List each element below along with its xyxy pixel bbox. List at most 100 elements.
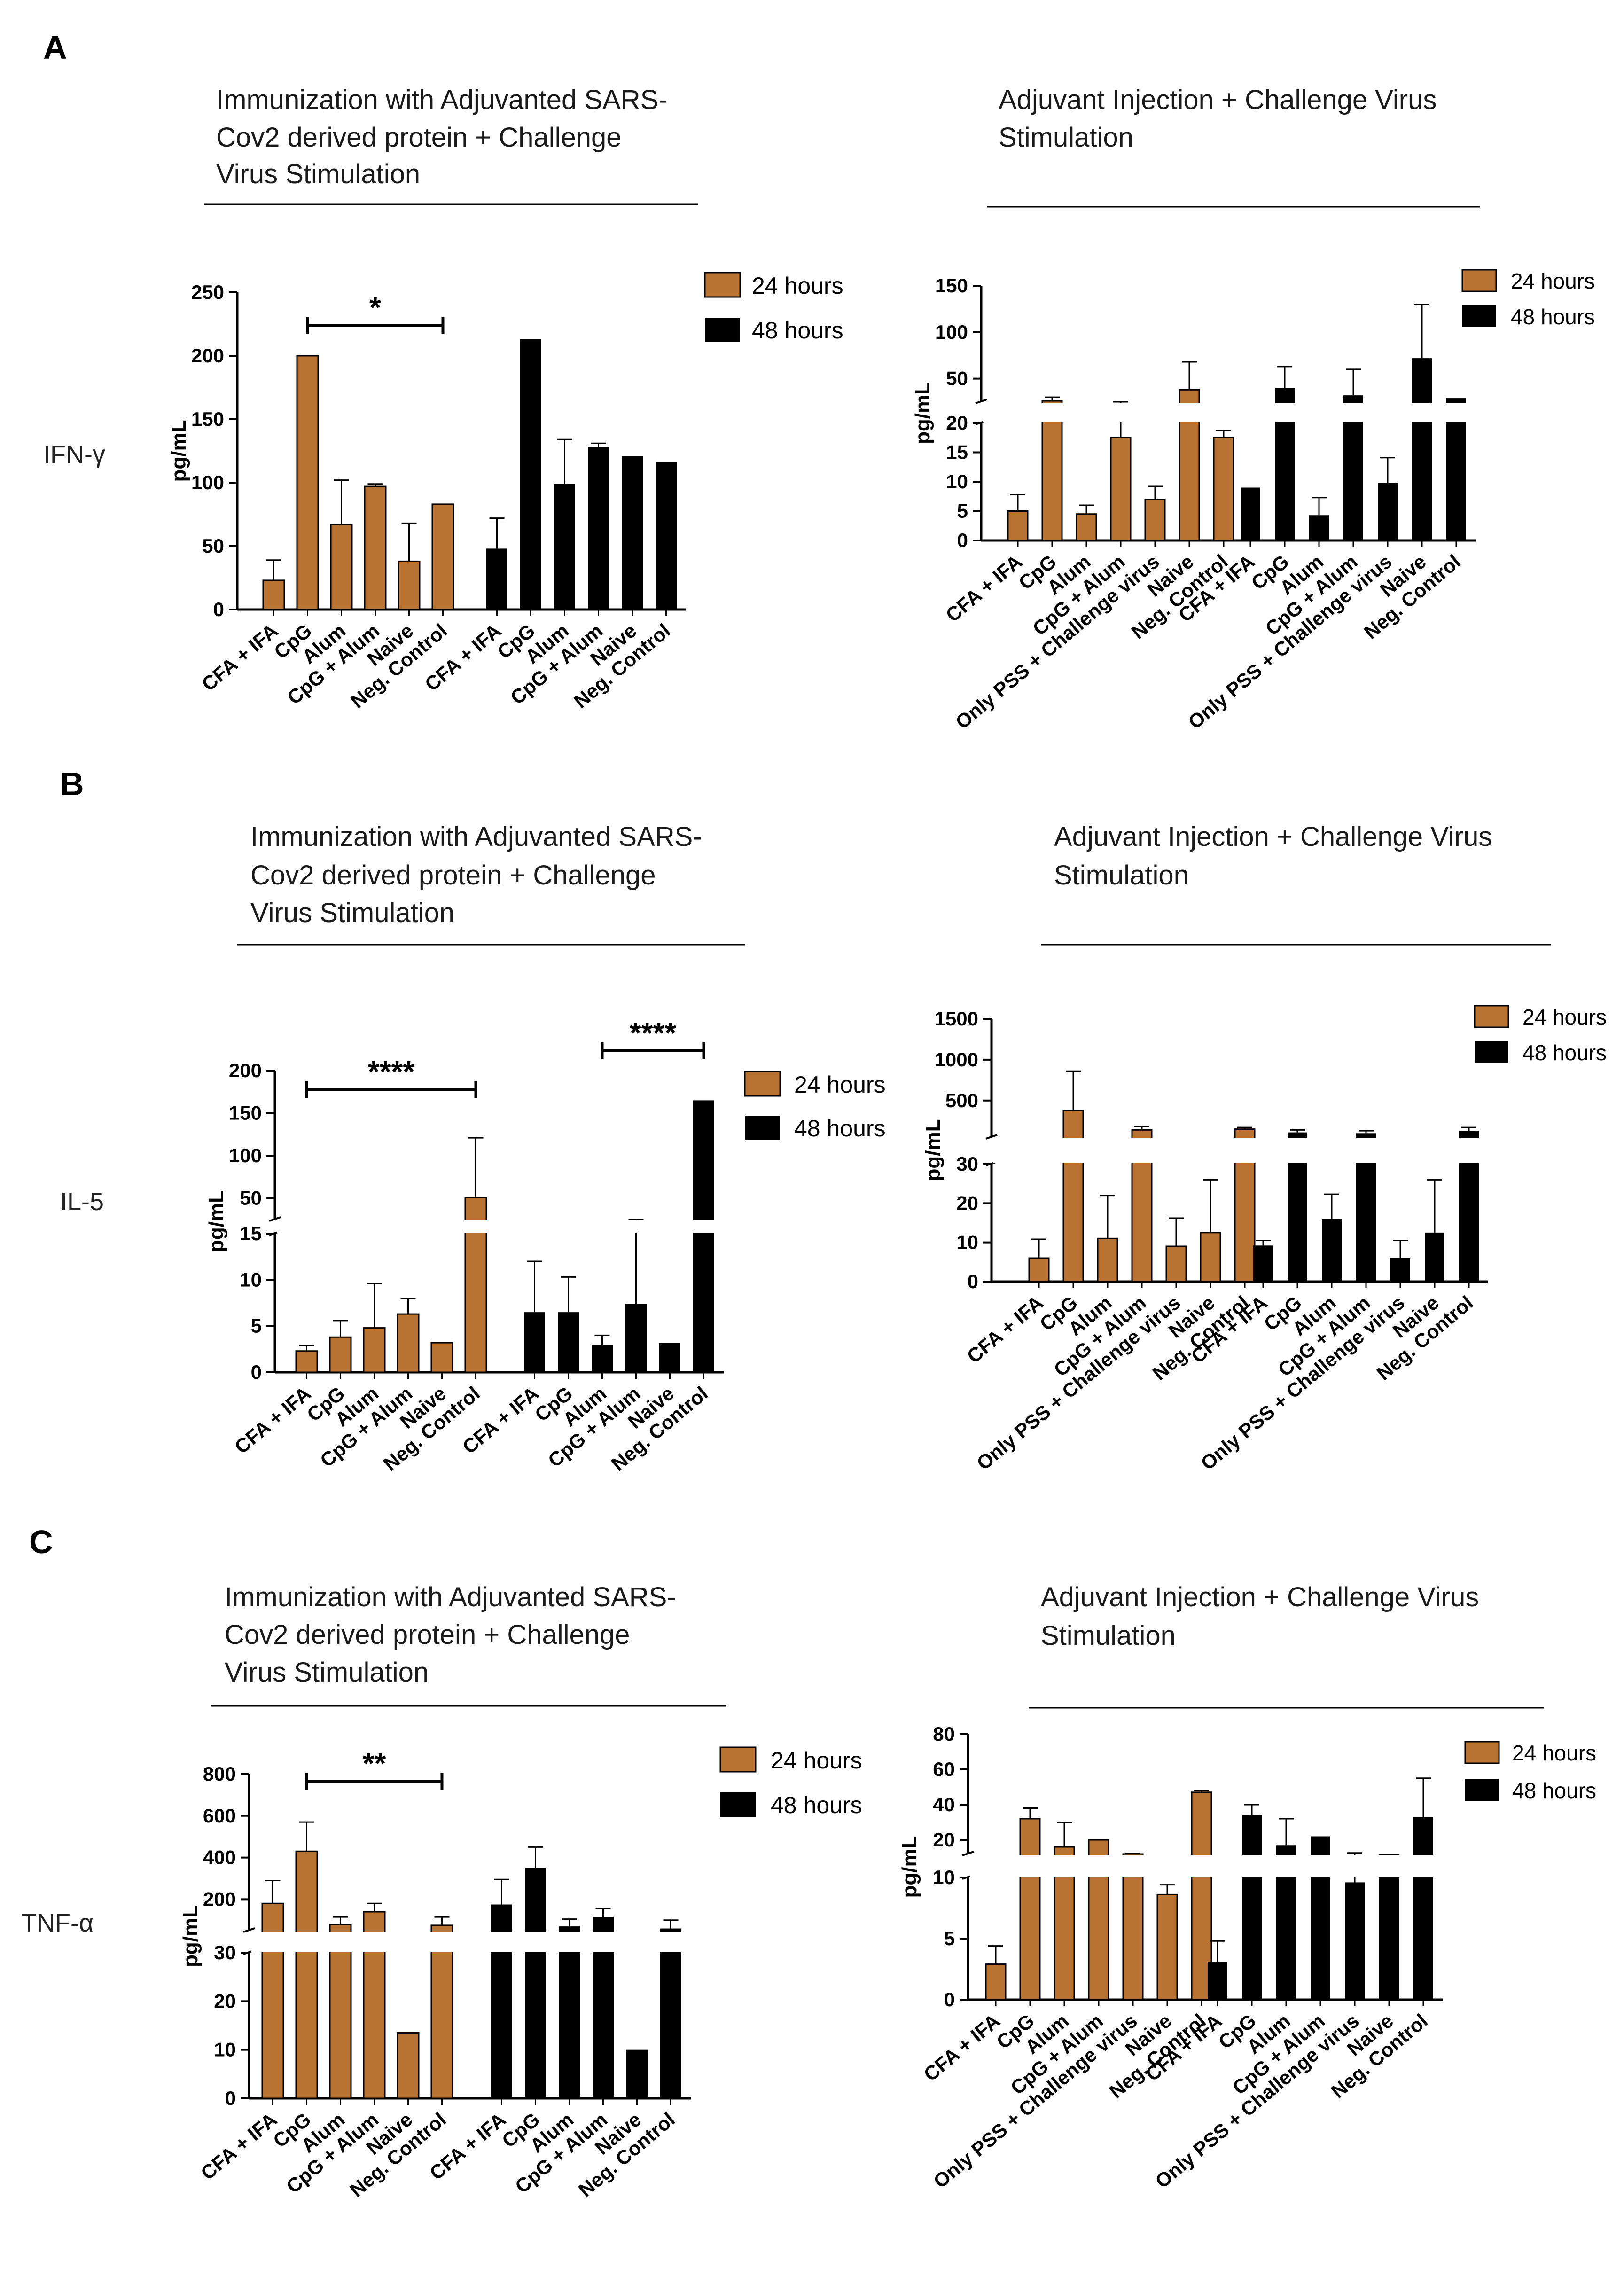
a-right-bar-24h bbox=[1076, 513, 1097, 541]
c-right-bar-24h bbox=[1019, 1818, 1041, 2001]
a-left-bar-24h bbox=[296, 355, 319, 610]
b-right-bar-24h bbox=[1028, 1257, 1050, 1283]
a-right-y-tick-label: 15 bbox=[946, 441, 968, 463]
row-label-il-5: IL-5 bbox=[60, 1188, 104, 1216]
a-left-bar-24h bbox=[398, 560, 421, 610]
c-right-bar-48h bbox=[1345, 1882, 1365, 2000]
panel-letter-b: B bbox=[60, 766, 84, 802]
a-right-bar-24h bbox=[1213, 437, 1234, 541]
b-left-axis-break-mark bbox=[269, 1216, 281, 1222]
b-left-bar-48h bbox=[524, 1312, 545, 1372]
a-left-y-tick-label: 0 bbox=[213, 598, 224, 620]
a-left-bar-48h bbox=[588, 447, 609, 610]
b-left-bar-24h bbox=[295, 1350, 318, 1373]
b-right-y-tick-label: 10 bbox=[956, 1231, 978, 1253]
a-left-bar-24h bbox=[330, 524, 353, 610]
b-right-bar-48h bbox=[1390, 1258, 1410, 1282]
a-left-bar-48h bbox=[554, 484, 575, 610]
c-left-bar-24h bbox=[295, 1850, 318, 2099]
c-right-bar-24h bbox=[1156, 1893, 1178, 2001]
c-left-y-tick-label: 20 bbox=[214, 1990, 236, 2012]
c-left-y-axis-label: pg/mL bbox=[179, 1905, 202, 1967]
legend-b-left-swatch-24h bbox=[744, 1071, 781, 1097]
b-left-x-tick-label: CFA + IFA bbox=[230, 1382, 315, 1458]
panel-a-left-title-line-2: Cov2 derived protein + Challenge bbox=[216, 122, 622, 153]
b-left-y-tick-label: 50 bbox=[240, 1187, 262, 1209]
b-left-y-axis-label: pg/mL bbox=[205, 1190, 228, 1252]
a-right-x-tick-label: CFA + IFA bbox=[942, 550, 1026, 626]
c-left-y-tick-label: 10 bbox=[214, 2039, 236, 2061]
b-left-y-tick-label: 0 bbox=[251, 1361, 262, 1383]
c-left-bar-48h bbox=[525, 1868, 546, 2098]
a-left-y-tick-label: 200 bbox=[191, 344, 224, 367]
c-right-bar-24h bbox=[1122, 1853, 1144, 2001]
c-left-bar-24h bbox=[329, 1924, 352, 2099]
c-left-y-tick-label: 800 bbox=[203, 1763, 236, 1785]
a-left-significance-label: * bbox=[369, 290, 381, 324]
a-right-y-tick-label: 50 bbox=[946, 368, 968, 390]
a-right-y-tick-label: 0 bbox=[957, 529, 968, 551]
row-label-ifn-gamma: IFN-γ bbox=[43, 440, 105, 469]
b-left-y-tick-label: 150 bbox=[229, 1102, 262, 1124]
c-right-y-tick-label: 5 bbox=[944, 1927, 955, 1949]
legend-b-right-label-24h: 24 hours bbox=[1522, 1005, 1607, 1029]
c-right-axis-break-gap bbox=[970, 1855, 1444, 1877]
c-right-y-tick-label: 20 bbox=[933, 1829, 955, 1851]
c-right-y-axis-label: pg/mL bbox=[898, 1836, 921, 1898]
a-right-y-tick-label: 20 bbox=[946, 412, 968, 434]
row-label-tnf-alpha: TNF-α bbox=[21, 1909, 94, 1937]
panel-b-left-title-line-2: Cov2 derived protein + Challenge bbox=[250, 860, 656, 891]
panel-a-right-title-line-1: Adjuvant Injection + Challenge Virus bbox=[999, 85, 1437, 115]
b-left-bar-24h bbox=[329, 1336, 352, 1373]
a-left-y-axis-label: pg/mL bbox=[167, 420, 190, 482]
b-left-bar-24h bbox=[397, 1313, 420, 1373]
legend-a-left-label-24h: 24 hours bbox=[752, 273, 843, 299]
legend-a-left-swatch-48h bbox=[705, 318, 740, 342]
legend-c-left-label-24h: 24 hours bbox=[771, 1747, 862, 1774]
a-right-bar-24h bbox=[1007, 510, 1029, 541]
b-right-bar-48h bbox=[1425, 1232, 1444, 1282]
b-left-axis-break-gap bbox=[277, 1220, 726, 1233]
b-right-bar-24h bbox=[1062, 1110, 1084, 1283]
a-right-y-tick-label: 5 bbox=[957, 500, 968, 522]
legend-a-right-swatch-48h bbox=[1462, 305, 1496, 327]
a-right-axis-break-gap bbox=[983, 403, 1477, 422]
legend-c-right-label-48h: 48 hours bbox=[1512, 1778, 1596, 1803]
b-left-y-tick-label: 200 bbox=[229, 1059, 262, 1081]
legend-c-left-label-48h: 48 hours bbox=[771, 1792, 862, 1818]
c-right-bar-48h bbox=[1242, 1815, 1262, 2000]
a-left-y-tick-label: 250 bbox=[191, 281, 224, 303]
legend-c-left-swatch-24h bbox=[719, 1746, 757, 1773]
legend-a-right-label-24h: 24 hours bbox=[1511, 269, 1595, 293]
legend-b-left-label-48h: 48 hours bbox=[794, 1115, 886, 1142]
legend-a-right-label-48h: 48 hours bbox=[1511, 305, 1595, 329]
panel-c-right-title-line-2: Stimulation bbox=[1041, 1620, 1176, 1651]
a-right-y-axis-label: pg/mL bbox=[911, 382, 934, 444]
a-left-bar-48h bbox=[622, 456, 643, 610]
b-right-y-tick-label: 1500 bbox=[935, 1008, 978, 1030]
c-right-x-tick-label: CFA + IFA bbox=[920, 2010, 1004, 2086]
b-left-y-tick-label: 5 bbox=[251, 1315, 262, 1337]
c-right-bar-48h bbox=[1208, 1962, 1227, 2000]
c-right-y-tick-label: 60 bbox=[933, 1758, 955, 1780]
b-right-bar-48h bbox=[1253, 1245, 1273, 1282]
c-right-bar-24h bbox=[1191, 1791, 1212, 2001]
a-right-bar-48h bbox=[1241, 487, 1260, 540]
a-left-bar-24h bbox=[431, 503, 454, 610]
c-left-bar-24h bbox=[397, 2032, 420, 2099]
legend-a-right-swatch-24h bbox=[1461, 269, 1497, 292]
panel-a-right-title-line-2: Stimulation bbox=[999, 122, 1133, 153]
b-right-axis-break-mark bbox=[985, 1134, 998, 1140]
c-right-bar-48h bbox=[1379, 1854, 1399, 2000]
c-right-y-tick-label: 80 bbox=[933, 1723, 955, 1745]
panel-c-left-title-line-3: Virus Stimulation bbox=[225, 1657, 429, 1688]
b-left-y-tick-label: 15 bbox=[240, 1222, 262, 1244]
b-right-bar-24h bbox=[1165, 1245, 1187, 1283]
c-left-bar-48h bbox=[660, 1928, 681, 2098]
b-right-y-tick-label: 20 bbox=[956, 1192, 978, 1214]
b-left-bar-24h bbox=[430, 1342, 453, 1373]
